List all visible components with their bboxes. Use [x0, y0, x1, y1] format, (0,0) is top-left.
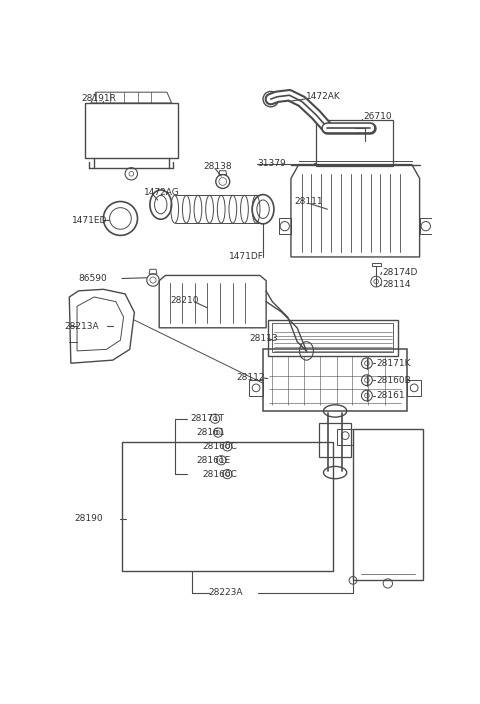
Text: 28213A: 28213A [65, 322, 99, 331]
Text: 28174D: 28174D [383, 268, 418, 277]
Text: 28160C: 28160C [203, 442, 238, 451]
Text: 28161: 28161 [196, 428, 225, 437]
Text: 28111: 28111 [294, 197, 323, 206]
Text: 28138: 28138 [204, 162, 232, 170]
Text: 28160C: 28160C [203, 470, 238, 479]
Text: 28161: 28161 [376, 391, 405, 400]
Text: 1472AG: 1472AG [144, 188, 180, 197]
Text: 86590: 86590 [79, 274, 108, 283]
Text: 28171K: 28171K [376, 359, 411, 367]
Text: 28191R: 28191R [82, 94, 117, 103]
Text: 28114: 28114 [383, 280, 411, 289]
Text: 31379: 31379 [258, 159, 287, 168]
Text: 28171T: 28171T [190, 414, 224, 423]
Text: 28112: 28112 [237, 373, 265, 382]
Text: 28210: 28210 [170, 296, 199, 305]
Text: 1471ED: 1471ED [72, 215, 108, 225]
Text: 28223A: 28223A [209, 588, 243, 597]
Text: 28113: 28113 [249, 334, 278, 343]
Text: 28161E: 28161E [196, 455, 231, 465]
Text: 28160B: 28160B [376, 376, 411, 384]
Text: 28190: 28190 [74, 514, 103, 523]
Text: 1472AK: 1472AK [306, 92, 341, 101]
Text: 26710: 26710 [364, 113, 393, 121]
Text: 1471DF: 1471DF [229, 253, 264, 261]
Bar [316, 120, 393, 166]
